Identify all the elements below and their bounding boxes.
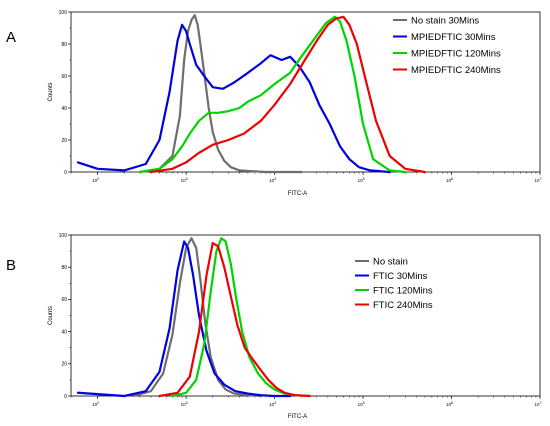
y-tick-label: 100 [59, 10, 68, 16]
series-line-3 [171, 237, 311, 398]
legend: No stain 30Mins MPIEDFTIC 30Mins MPIEDFTIC… [393, 15, 501, 76]
legend-label: MPIEDFTIC 30Mins [411, 32, 496, 43]
y-tick-label: 40 [61, 329, 67, 335]
legend: No stain FTIC 30Mins FTIC 120Mins FTIC 240M… [355, 256, 433, 311]
x-tick-label: 105 [358, 401, 365, 407]
y-axis-title: Counts [48, 306, 54, 325]
x-axis-title: FITC-A [288, 414, 307, 420]
y-tick-label: 60 [61, 74, 67, 80]
x-tick-label: 103 [181, 177, 188, 183]
series-line-4 [149, 15, 426, 174]
y-tick-label: 100 [59, 233, 68, 239]
series-line-2 [76, 23, 391, 174]
x-tick-label: 102 [92, 401, 99, 407]
legend-label: MPIEDFTIC 240Mins [411, 65, 501, 76]
panel-b: B 0 20 40 60 80 100 102 103 104 105 106 107 FITC-A Cou… [6, 233, 542, 420]
series-line-3 [138, 15, 407, 174]
x-tick-label: 106 [446, 177, 453, 183]
y-tick-label: 80 [61, 265, 67, 271]
x-tick-label: 107 [535, 177, 542, 183]
y-tick-label: 0 [64, 170, 67, 176]
legend-label: No stain 30Mins [411, 15, 479, 26]
x-tick-label: 107 [535, 401, 542, 407]
series-line-1 [131, 237, 262, 398]
y-tick-label: 0 [64, 394, 67, 400]
panel-a: A 0 20 40 60 80 100 102 103 104 105 106 107 FITC-A Cou… [6, 10, 542, 197]
legend-label: FTIC 120Mins [373, 285, 433, 296]
series-line-1 [138, 14, 303, 174]
y-axis-title: Counts [48, 82, 54, 101]
y-tick-label: 20 [61, 362, 67, 368]
x-axis-title: FITC-A [288, 191, 307, 197]
legend-label: FTIC 240Mins [373, 300, 433, 311]
series-line-2 [76, 240, 292, 398]
panel-letter: A [6, 29, 16, 46]
legend-label: FTIC 30Mins [373, 271, 428, 282]
x-tick-label: 104 [269, 401, 276, 407]
plot-frame [70, 234, 541, 397]
legend-label: MPIEDFTIC 120Mins [411, 48, 501, 59]
x-tick-label: 105 [358, 177, 365, 183]
y-tick-label: 60 [61, 297, 67, 303]
x-tick-label: 102 [92, 177, 99, 183]
panel-letter: B [6, 257, 16, 274]
x-tick-label: 104 [269, 177, 276, 183]
y-tick-label: 80 [61, 42, 67, 48]
x-tick-label: 103 [181, 401, 188, 407]
y-tick-label: 40 [61, 106, 67, 112]
legend-label: No stain [373, 256, 408, 267]
x-tick-label: 106 [446, 401, 453, 407]
y-tick-label: 20 [61, 138, 67, 144]
series-line-4 [158, 241, 311, 398]
